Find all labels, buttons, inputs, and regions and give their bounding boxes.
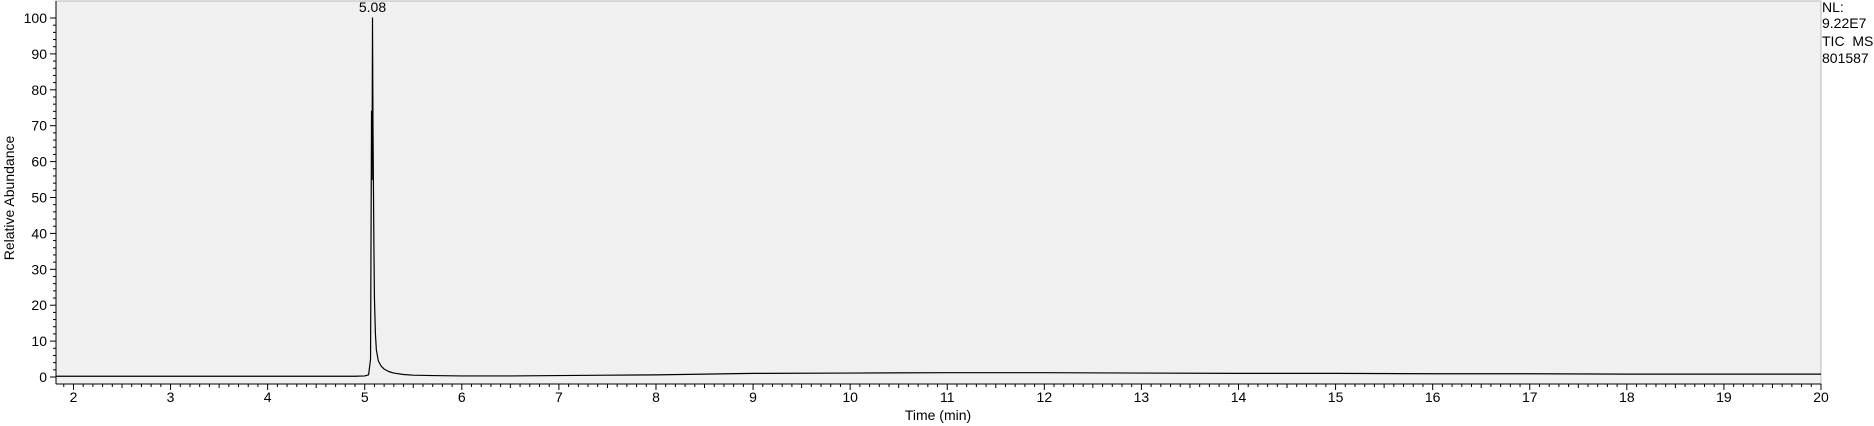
y-axis-title: Relative Abundance — [1, 136, 17, 261]
x-tick-label: 3 — [167, 389, 175, 405]
x-tick-label: 11 — [940, 389, 955, 405]
y-tick-label: 10 — [31, 333, 47, 349]
file-name-label: 801587 — [1822, 50, 1869, 66]
x-tick-label: 4 — [264, 389, 272, 405]
x-tick-label: 8 — [652, 389, 660, 405]
trace-type-label: TIC MS — [1822, 33, 1873, 49]
peak-label: 5.08 — [359, 0, 386, 15]
tic-trace-line — [56, 17, 1821, 377]
y-axis-ticks: 0 10 20 30 40 50 60 70 80 90 100 — [24, 10, 56, 385]
x-tick-label: 14 — [1231, 389, 1247, 405]
y-tick-label: 30 — [31, 261, 47, 277]
x-tick-label: 17 — [1522, 389, 1538, 405]
x-tick-label: 20 — [1813, 389, 1829, 405]
x-tick-label: 7 — [555, 389, 563, 405]
x-tick-label: 15 — [1328, 389, 1344, 405]
y-tick-label: 90 — [31, 46, 47, 62]
y-tick-label: 50 — [31, 190, 47, 206]
y-tick-label: 80 — [31, 82, 47, 98]
x-tick-label: 10 — [842, 389, 858, 405]
x-tick-label: 19 — [1716, 389, 1732, 405]
x-tick-label: 12 — [1037, 389, 1053, 405]
y-tick-label: 100 — [24, 10, 48, 26]
peak-annotations: 5.08 — [359, 0, 386, 15]
x-tick-label: 6 — [458, 389, 466, 405]
y-tick-label: 40 — [31, 225, 47, 241]
y-tick-label: 20 — [31, 297, 47, 313]
y-tick-label: 60 — [31, 154, 47, 170]
normalization-level-value: 9.22E7 — [1822, 15, 1867, 31]
x-axis-ticks: 2 3 4 5 6 7 8 9 10 11 12 13 14 15 16 17 18 19 20 — [63, 384, 1829, 405]
normalization-level-label: NL: — [1822, 0, 1844, 15]
y-tick-label: 0 — [39, 369, 47, 385]
x-axis-title: Time (min) — [905, 407, 971, 423]
plot-area — [55, 0, 1822, 385]
x-tick-label: 16 — [1425, 389, 1441, 405]
x-tick-label: 13 — [1134, 389, 1150, 405]
y-tick-label: 70 — [31, 118, 47, 134]
x-tick-label: 2 — [70, 389, 78, 405]
x-tick-label: 18 — [1619, 389, 1635, 405]
x-tick-label: 9 — [749, 389, 757, 405]
x-tick-label: 5 — [361, 389, 369, 405]
